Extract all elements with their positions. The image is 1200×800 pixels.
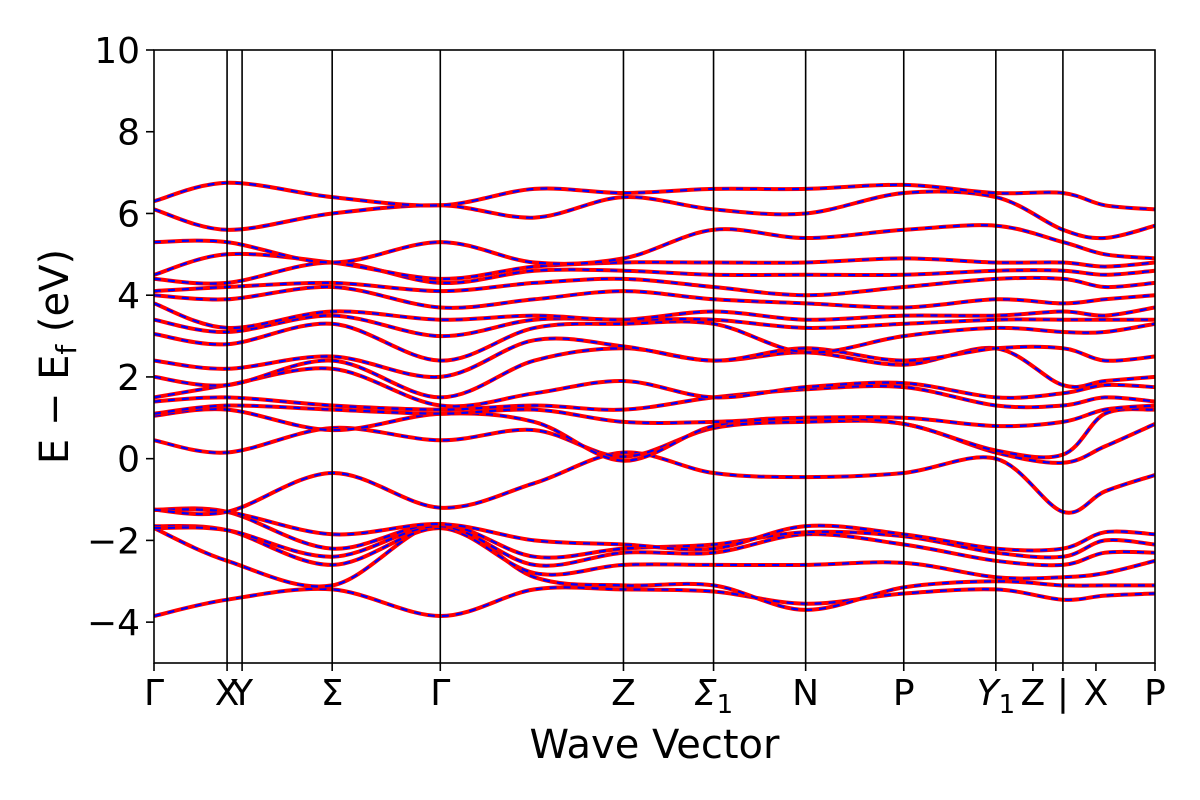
y-axis-title-main: E − E xyxy=(32,355,78,465)
band-line-b xyxy=(154,320,1155,362)
band-line-b xyxy=(154,508,1155,552)
y-tick-label: −2 xyxy=(87,521,140,562)
x-tick-label: P xyxy=(1144,673,1166,714)
plot-frame xyxy=(153,49,1156,664)
y-tick-label: 6 xyxy=(117,194,140,235)
x-tick-label: | xyxy=(1057,673,1069,714)
y-axis-title: E − Ef (eV) xyxy=(32,249,83,464)
x-axis: Γ XY Σ Γ Z Σ1 N P Y1 Z | X P xyxy=(144,663,1166,720)
band-line-a xyxy=(154,345,1155,400)
band-line-b xyxy=(154,261,1155,285)
band-line-b xyxy=(154,276,1155,297)
x-tick-label: X xyxy=(215,673,240,714)
band-line-a xyxy=(154,223,1155,266)
y-tick-label: 2 xyxy=(117,358,140,399)
x-tick-label: P xyxy=(893,673,915,714)
y-tick-label: −4 xyxy=(87,603,140,644)
x-tick-label: Z xyxy=(1021,673,1046,714)
band-line-a xyxy=(154,450,1155,517)
x-tick-label: Z xyxy=(611,673,636,714)
y-tick-label: 4 xyxy=(117,276,140,317)
y-tick-label: 8 xyxy=(117,113,140,154)
band-line-a xyxy=(154,336,1155,380)
band-line-a xyxy=(154,407,1155,463)
x-tick-label: Γ xyxy=(144,673,164,714)
band-line-b xyxy=(154,522,1155,612)
band-line-a xyxy=(154,284,1155,310)
x-tick-label: Σ1 xyxy=(694,673,733,720)
x-tick-label: X xyxy=(1084,673,1109,714)
y-tick-label: 10 xyxy=(94,31,140,72)
band-line-b xyxy=(154,384,1155,411)
band-line-a xyxy=(154,585,1155,618)
y-axis-title-subscript: f xyxy=(50,344,83,355)
x-tick-label: Y1 xyxy=(977,673,1016,720)
band-line-a xyxy=(154,522,1155,612)
x-tick-label: Y xyxy=(230,673,254,714)
band-line-b xyxy=(154,586,1155,618)
y-axis: −4 −2 0 2 4 6 8 10 xyxy=(87,31,154,644)
band-line-b xyxy=(154,224,1155,265)
band-line-b xyxy=(154,252,1155,281)
x-tick-label: N xyxy=(792,673,819,714)
band-line-b xyxy=(154,404,1155,428)
x-tick-label: Γ xyxy=(430,673,450,714)
bands-layer xyxy=(154,180,1155,618)
band-line-a xyxy=(154,403,1155,429)
band-line-b xyxy=(154,346,1155,399)
kpoint-lines-layer xyxy=(226,50,1064,663)
band-line-b xyxy=(154,314,1155,338)
band-line-b xyxy=(154,181,1155,211)
band-line-b xyxy=(154,524,1155,567)
x-tick-label: Σ xyxy=(321,673,344,714)
y-tick-label: 0 xyxy=(117,440,140,481)
x-axis-title: Wave Vector xyxy=(530,722,781,768)
band-line-b xyxy=(154,285,1155,309)
y-axis-title-unit: (eV) xyxy=(32,249,78,345)
band-line-a xyxy=(154,180,1155,212)
band-line-a xyxy=(154,366,1155,409)
